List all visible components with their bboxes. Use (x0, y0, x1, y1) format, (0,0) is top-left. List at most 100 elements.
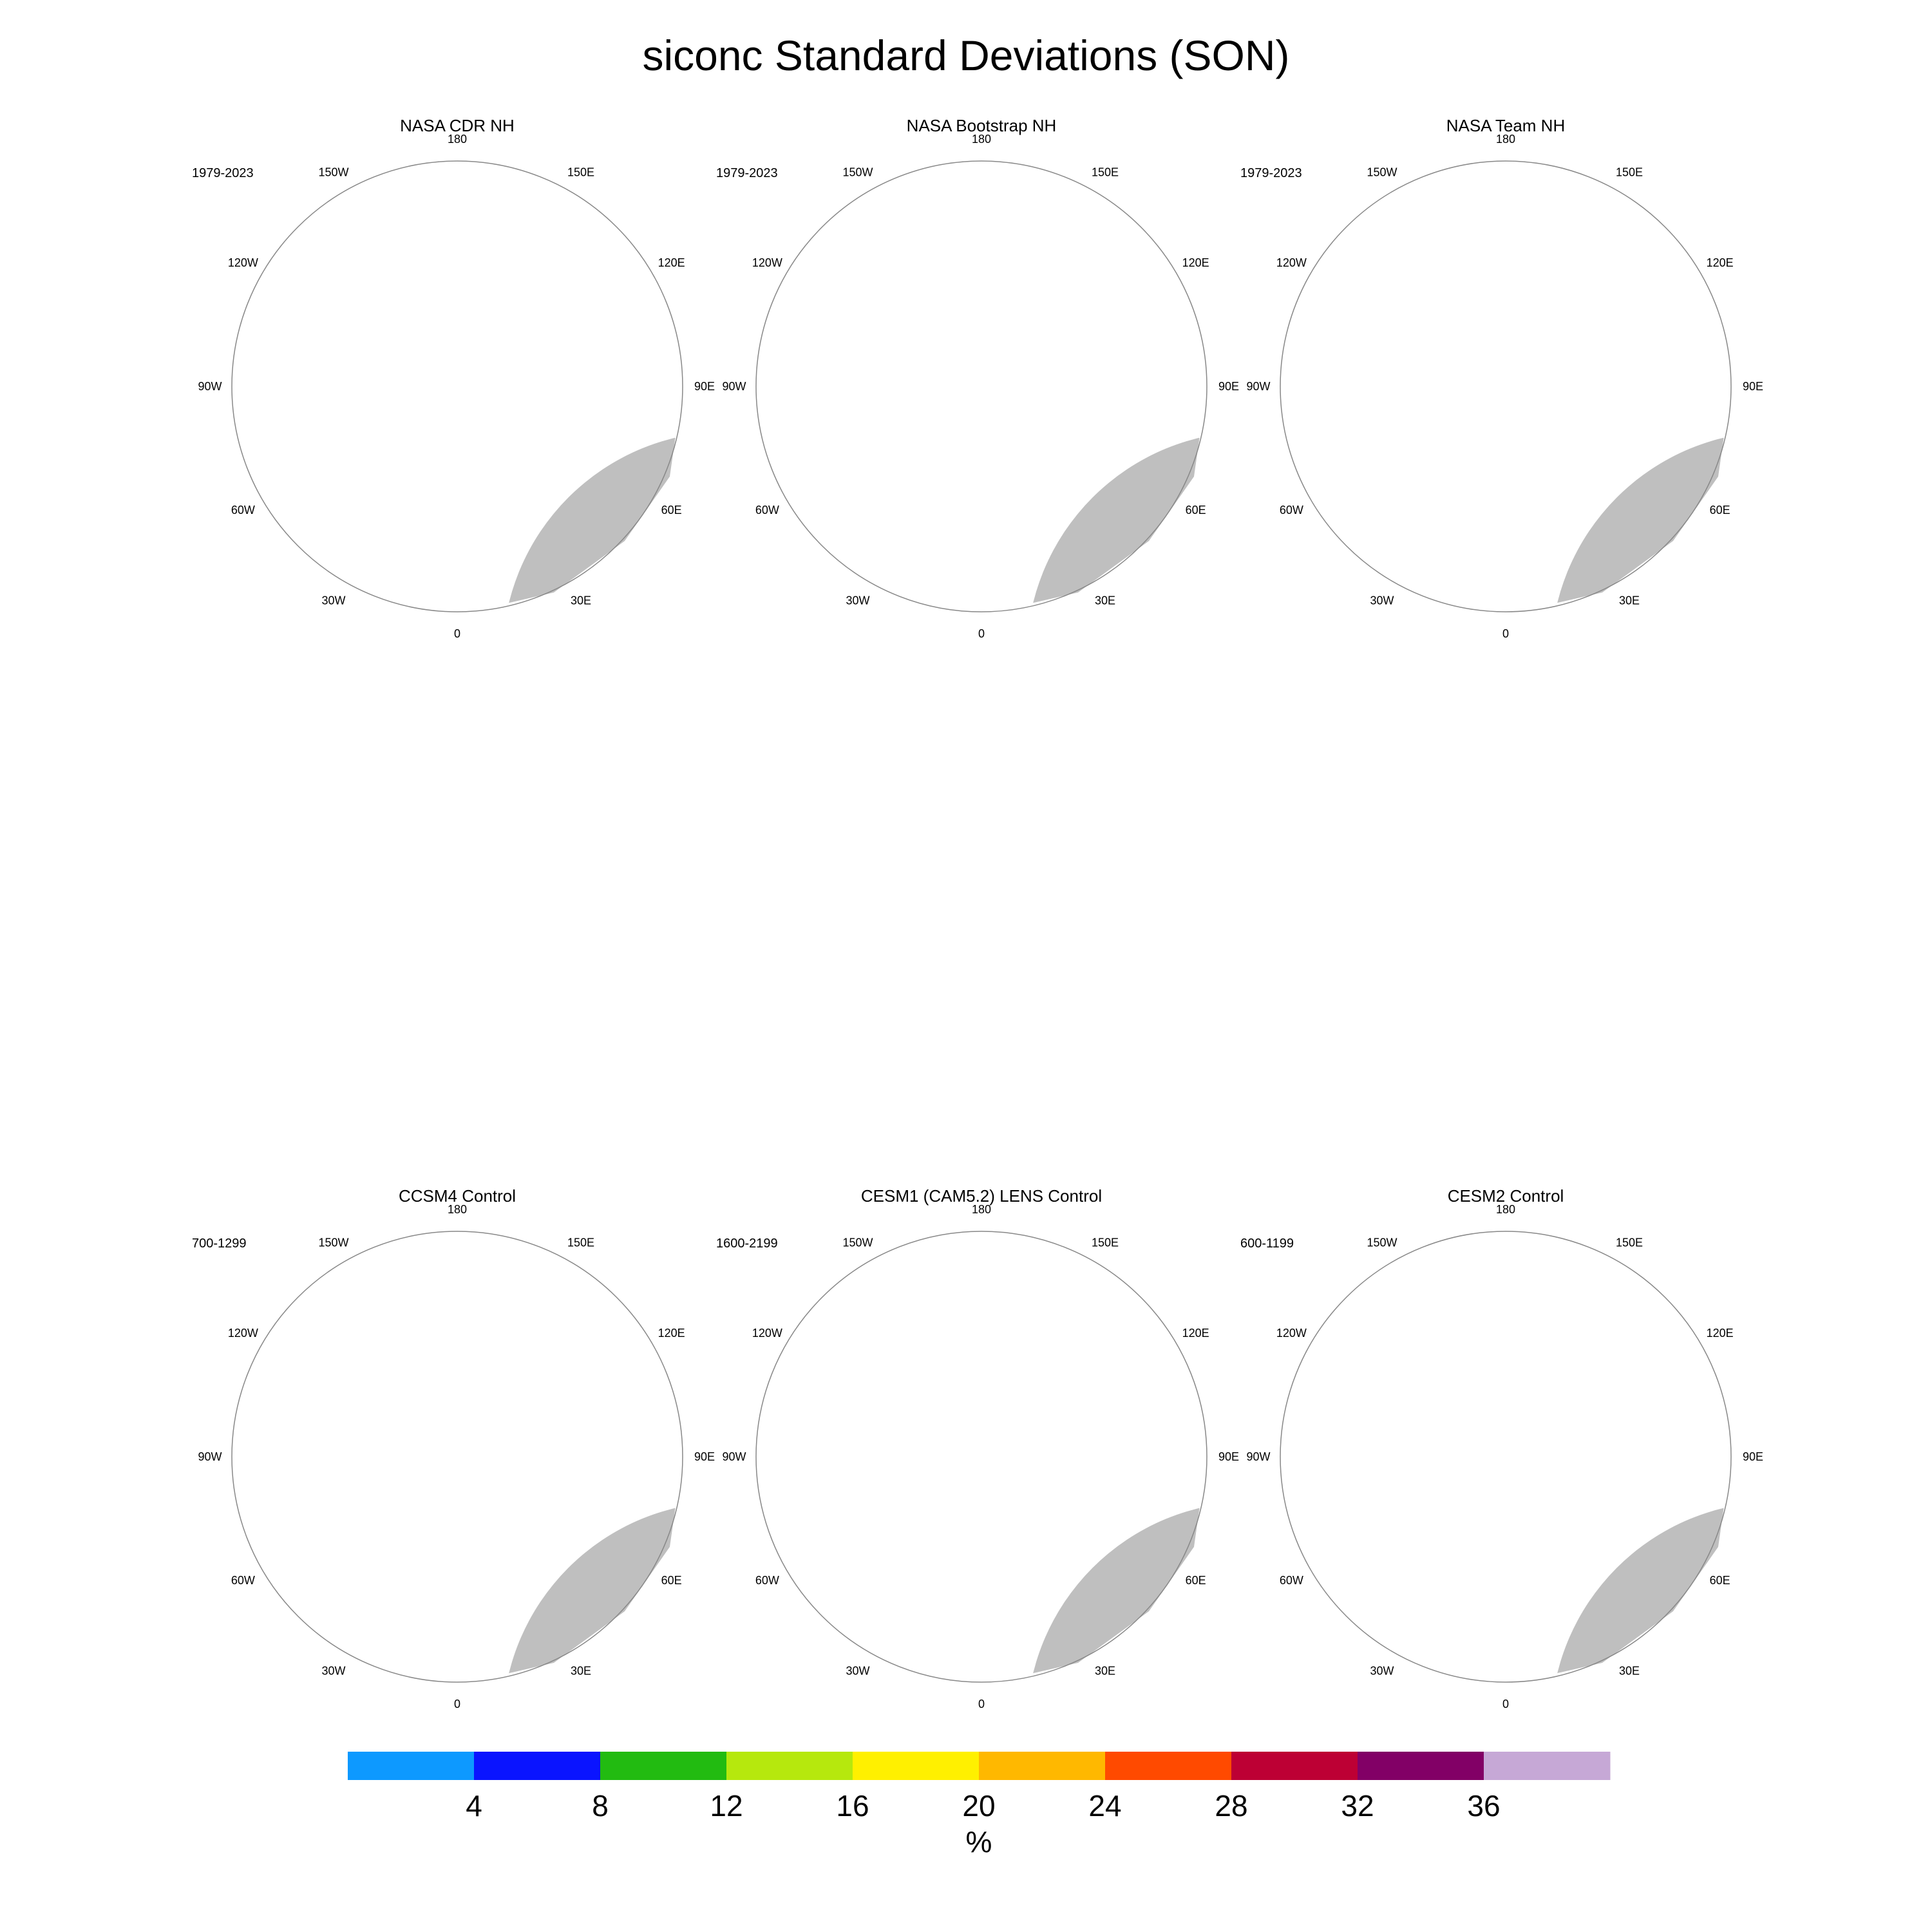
map-layers (1027, 1502, 1207, 1682)
colorbar-swatch (348, 1752, 475, 1780)
colorbar-tick-label: 20 (962, 1789, 995, 1823)
map-boundary (231, 1231, 683, 1683)
longitude-label: 150W (318, 166, 348, 178)
land-eurasia (1027, 1502, 1207, 1682)
longitude-label: 180 (448, 133, 467, 146)
longitude-label: 0 (978, 1698, 985, 1710)
longitude-label: 150E (567, 1236, 594, 1249)
colorbar-swatch (853, 1752, 980, 1780)
longitude-label: 30W (846, 1665, 869, 1678)
figure-title: siconc Standard Deviations (SON) (642, 32, 1290, 79)
period-label: 700-1299 (192, 1236, 247, 1251)
colorbar-swatch (1358, 1752, 1484, 1780)
longitude-label: 60E (661, 1574, 682, 1587)
longitude-label: 30E (1619, 594, 1640, 607)
map-boundary (231, 160, 683, 612)
longitude-label: 0 (1502, 627, 1509, 640)
map-layers (1551, 431, 1731, 612)
longitude-label: 120W (1276, 256, 1307, 269)
polar-map: 180 150E 120E 90E 60E 30E 0 30W 60W 90W 120W 150W (1246, 133, 1763, 640)
polar-map: 180 150E 120E 90E 60E 30E 0 30W 60W 90W 120W 150W (722, 1203, 1239, 1710)
longitude-label: 0 (454, 627, 460, 640)
longitude-label: 30W (1370, 594, 1394, 607)
map-panel-cesm2: CESM2 Control 600-1199 180 150E 120E 90E 60E… (1235, 1186, 1776, 1714)
longitude-label: 60W (1280, 1574, 1303, 1587)
panel-title: NASA CDR NH (400, 116, 515, 135)
colorbar-tick-label: 12 (710, 1789, 743, 1823)
longitude-label: 30W (321, 1665, 345, 1678)
longitude-label: 90W (1246, 380, 1270, 393)
longitude-label: 90E (694, 1450, 715, 1463)
panel-title: CESM2 Control (1447, 1186, 1564, 1206)
longitude-label: 180 (972, 133, 991, 146)
longitude-label: 150W (1367, 1236, 1397, 1249)
panel-title: NASA Bootstrap NH (906, 116, 1057, 135)
land-eurasia (502, 1502, 683, 1682)
longitude-label: 120E (658, 1327, 685, 1340)
colorbar-tick-label: 36 (1467, 1789, 1500, 1823)
longitude-label: 120E (1182, 256, 1209, 269)
longitude-label: 60E (661, 504, 682, 516)
polar-map: 180 150E 120E 90E 60E 30E 0 30W 60W 90W 120W 150W (198, 1203, 715, 1710)
colorbar-swatch (726, 1752, 853, 1780)
panel-title: CESM1 (CAM5.2) LENS Control (860, 1186, 1103, 1206)
period-label: 1979-2023 (716, 166, 778, 180)
panel-title: NASA Team NH (1446, 116, 1566, 135)
longitude-label: 180 (1496, 133, 1515, 146)
longitude-label: 150W (842, 1236, 873, 1249)
longitude-label: 60E (1710, 1574, 1730, 1587)
longitude-label: 0 (454, 1698, 460, 1710)
period-label: 1979-2023 (192, 166, 254, 180)
longitude-label: 150E (1616, 1236, 1643, 1249)
colorbar-swatch (979, 1752, 1106, 1780)
longitude-label: 180 (448, 1203, 467, 1216)
longitude-label: 90E (1743, 380, 1763, 393)
longitude-label: 30E (571, 1665, 591, 1678)
longitude-label: 60W (1280, 504, 1303, 516)
longitude-label: 120E (1182, 1327, 1209, 1340)
longitude-label: 180 (1496, 1203, 1515, 1216)
panel-title: CCSM4 Control (398, 1186, 516, 1206)
longitude-label: 120E (1707, 1327, 1734, 1340)
colorbar: 4 8 12 16 20 24 28 32 36% (348, 1752, 1611, 1859)
longitude-label: 90W (722, 1450, 746, 1463)
longitude-label: 120W (752, 1327, 782, 1340)
map-panel-cesm1: CESM1 (CAM5.2) LENS Control 1600-2199 18… (711, 1186, 1252, 1714)
colorbar-tick-label: 28 (1215, 1789, 1247, 1823)
longitude-label: 90E (1218, 380, 1239, 393)
longitude-label: 150W (1367, 166, 1397, 178)
longitude-label: 150W (842, 166, 873, 178)
map-layers (1027, 431, 1207, 612)
longitude-label: 0 (1502, 1698, 1509, 1710)
map-boundary (755, 1231, 1208, 1683)
longitude-label: 120E (1707, 256, 1734, 269)
longitude-label: 90W (1246, 1450, 1270, 1463)
map-boundary (1280, 1231, 1732, 1683)
longitude-label: 60E (1186, 504, 1206, 516)
longitude-label: 30E (1619, 1665, 1640, 1678)
map-layers (1551, 1502, 1731, 1682)
longitude-label: 60E (1710, 504, 1730, 516)
colorbar-tick-label: 8 (592, 1789, 609, 1823)
longitude-label: 0 (978, 627, 985, 640)
longitude-label: 120E (658, 256, 685, 269)
colorbar-swatch (1231, 1752, 1358, 1780)
land-eurasia (1027, 431, 1207, 612)
map-panel-nasa-bootstrap: NASA Bootstrap NH 1979-2023 180 150E 120E 9… (711, 116, 1252, 644)
longitude-label: 120W (228, 256, 258, 269)
polar-map: 180 150E 120E 90E 60E 30E 0 30W 60W 90W 120W 150W (198, 133, 715, 640)
longitude-label: 30W (321, 594, 345, 607)
map-panel-ccsm4: CCSM4 Control 700-1299 180 150E 120E 90E 60E… (187, 1186, 728, 1714)
map-boundary (1280, 160, 1732, 612)
longitude-label: 30E (1095, 594, 1115, 607)
longitude-label: 90E (1743, 1450, 1763, 1463)
longitude-label: 150E (1092, 166, 1119, 178)
longitude-label: 120W (1276, 1327, 1307, 1340)
longitude-label: 150E (567, 166, 594, 178)
longitude-label: 180 (972, 1203, 991, 1216)
longitude-label: 60W (231, 1574, 255, 1587)
longitude-label: 30E (571, 594, 591, 607)
polar-map: 180 150E 120E 90E 60E 30E 0 30W 60W 90W 120W 150W (722, 133, 1239, 640)
colorbar-tick-label: 24 (1088, 1789, 1121, 1823)
map-boundary (755, 160, 1208, 612)
